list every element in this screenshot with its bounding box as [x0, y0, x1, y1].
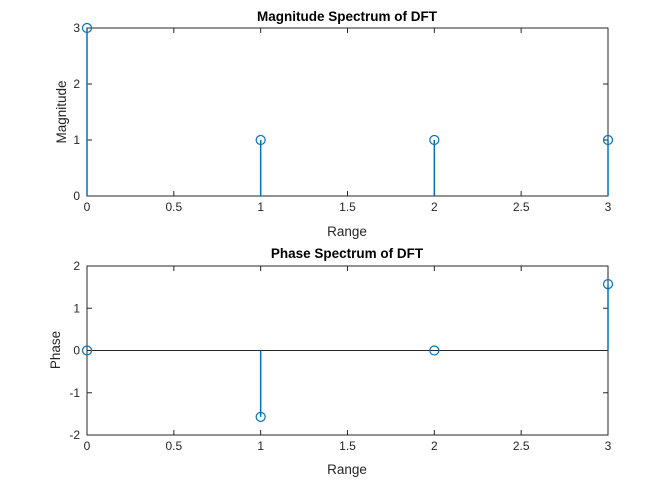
magnitude-stem-marker: [255, 134, 266, 146]
phase-title: Phase Spectrum of DFT: [271, 246, 424, 261]
magnitude-xtick-label: 1.5: [339, 200, 356, 214]
magnitude-ylabel: Magnitude: [54, 80, 69, 143]
magnitude-stem-marker: [602, 134, 614, 146]
phase-xtick-label: 3: [605, 439, 612, 453]
phase-xtick-label: 2.5: [513, 439, 530, 453]
magnitude-ytick-label: 3: [73, 21, 80, 35]
magnitude-xtick-label: 0: [84, 200, 91, 214]
magnitude-xtick-label: 2.5: [513, 200, 530, 214]
phase-stem-marker: [602, 279, 614, 290]
phase-ytick-label: -1: [69, 386, 80, 400]
magnitude-ytick-label: 2: [73, 77, 80, 91]
magnitude-axes: Magnitude Spectrum of DFT 0 0.5 1 1.5 2 2.5 3 0…: [54, 9, 614, 239]
magnitude-stems: [81, 22, 614, 196]
magnitude-stem-marker: [429, 134, 440, 146]
phase-xtick-label: 0: [84, 439, 91, 453]
magnitude-ytick-label: 1: [73, 133, 80, 147]
phase-ytick-label: 2: [73, 259, 80, 273]
magnitude-xtick-label: 0.5: [165, 200, 182, 214]
phase-xtick-label: 0.5: [165, 439, 182, 453]
phase-ticks: 0 0.5 1 1.5 2 2.5 3 -2 -1 0 1 2: [69, 259, 611, 453]
phase-xlabel: Range: [327, 462, 367, 477]
magnitude-xlabel: Range: [327, 224, 367, 239]
phase-xtick-label: 1: [257, 439, 264, 453]
magnitude-stem-marker: [81, 22, 93, 34]
magnitude-plot-frame: [86, 27, 609, 197]
phase-stem-marker: [255, 411, 266, 422]
magnitude-xtick-label: 3: [605, 200, 612, 214]
magnitude-title: Magnitude Spectrum of DFT: [257, 9, 438, 24]
phase-ytick-label: 0: [73, 344, 80, 358]
phase-xtick-label: 2: [431, 439, 438, 453]
phase-axes: Phase Spectrum of DFT 0 0.5 1 1.5 2 2.5 3-2-10…: [48, 246, 614, 477]
magnitude-ytick-label: 0: [73, 189, 80, 203]
magnitude-xtick-label: 1: [257, 200, 264, 214]
phase-ytick-label: -2: [69, 428, 80, 442]
phase-stem-marker: [81, 345, 93, 356]
magnitude-xtick-label: 2: [431, 200, 438, 214]
phase-ylabel: Phase: [48, 331, 63, 369]
phase-xtick-label: 1.5: [339, 439, 356, 453]
phase-stems: [81, 279, 614, 422]
phase-stem-marker: [429, 345, 440, 356]
phase-ytick-label: 1: [73, 301, 80, 315]
